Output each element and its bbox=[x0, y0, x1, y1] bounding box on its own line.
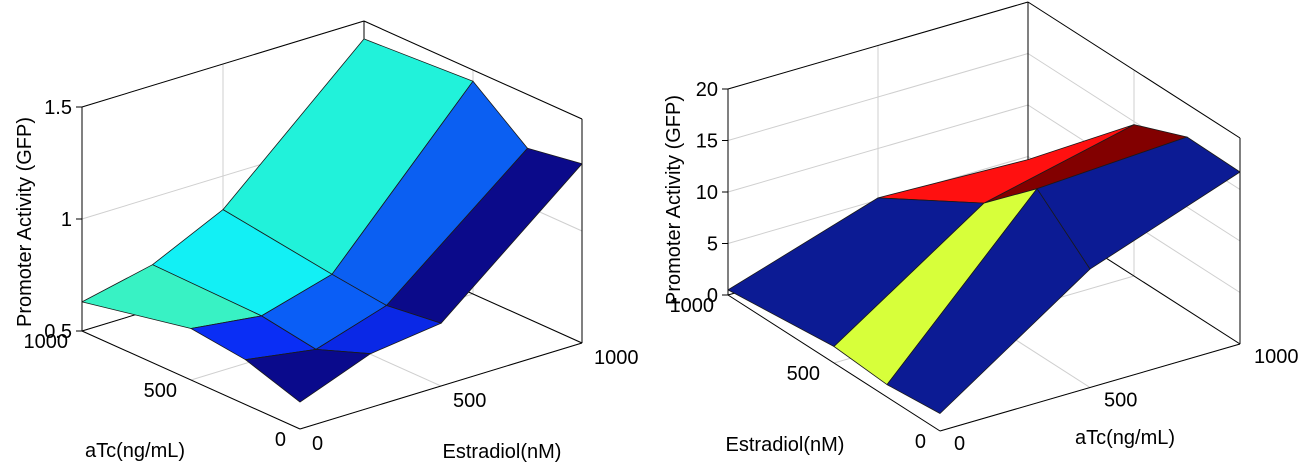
chart-right-zlabel: Promoter Activity (GFP) bbox=[663, 95, 685, 305]
chart0-face-0-0 bbox=[245, 348, 371, 403]
chart-left-xlabel: Estradiol(nM) bbox=[443, 441, 562, 463]
chart1-utick-label-0: 0 bbox=[954, 433, 965, 455]
chart0-utick-label-2: 1000 bbox=[594, 347, 639, 369]
chart1-ztick-label-3: 15 bbox=[696, 131, 718, 153]
chart0-vtick-label-1: 500 bbox=[144, 380, 177, 402]
chart-left-surface: 0.5 1 1.5 0 500 1000 0 500 1000 Promoter Activit… bbox=[14, 20, 639, 463]
chart0-axis-v bbox=[81, 330, 301, 430]
chart1-ztick-label-4: 20 bbox=[696, 79, 718, 101]
chart-left-zlabel: Promoter Activity (GFP) bbox=[14, 117, 36, 327]
chart-right-xlabel: Estradiol(nM) bbox=[726, 434, 845, 456]
chart0-utick-label-0: 0 bbox=[312, 433, 323, 455]
chart0-utick-label-1: 500 bbox=[453, 390, 486, 412]
chart0-ztick-label-0: 0.5 bbox=[44, 321, 72, 343]
chart1-ztick-label-0: 0 bbox=[707, 285, 718, 307]
chart0-vtick-label-0: 0 bbox=[275, 429, 286, 451]
chart1-vtick-label-0: 0 bbox=[915, 431, 926, 453]
chart1-face-0-0 bbox=[886, 188, 1091, 414]
chart0-ztick-label-1: 1 bbox=[61, 209, 72, 231]
chart-right-faces bbox=[727, 124, 1241, 414]
chart0-axis-u bbox=[299, 342, 583, 430]
chart0-vtick-label-2: 1000 bbox=[24, 331, 69, 353]
chart1-axis-v bbox=[727, 294, 941, 432]
chart1-edge-top-back-2 bbox=[1027, 1, 1241, 139]
chart1-ztick-label-2: 10 bbox=[696, 182, 718, 204]
chart1-ztick-label-1: 5 bbox=[707, 234, 718, 256]
chart1-vtick-label-1: 500 bbox=[787, 363, 820, 385]
chart1-vtick-label-2: 1000 bbox=[670, 295, 715, 317]
chart-right-ylabel: aTc(ng/mL) bbox=[1075, 427, 1175, 449]
chart1-utick-label-1: 500 bbox=[1104, 390, 1137, 412]
chart0-ztick-label-2: 1.5 bbox=[44, 97, 72, 119]
chart-left-faces bbox=[81, 38, 583, 403]
chart0-edge-top-back-2 bbox=[363, 20, 583, 120]
chart-left-ticks: 0.5 1 1.5 0 500 1000 0 500 1000 bbox=[24, 97, 639, 455]
chart-left-ylabel: aTc(ng/mL) bbox=[85, 440, 185, 462]
chart1-axis-u bbox=[939, 343, 1241, 432]
chart0-edge-top-back-1 bbox=[81, 20, 365, 108]
chart1-edge-top-back-1 bbox=[727, 1, 1029, 90]
chart1-utick-label-2: 1000 bbox=[1254, 346, 1299, 368]
